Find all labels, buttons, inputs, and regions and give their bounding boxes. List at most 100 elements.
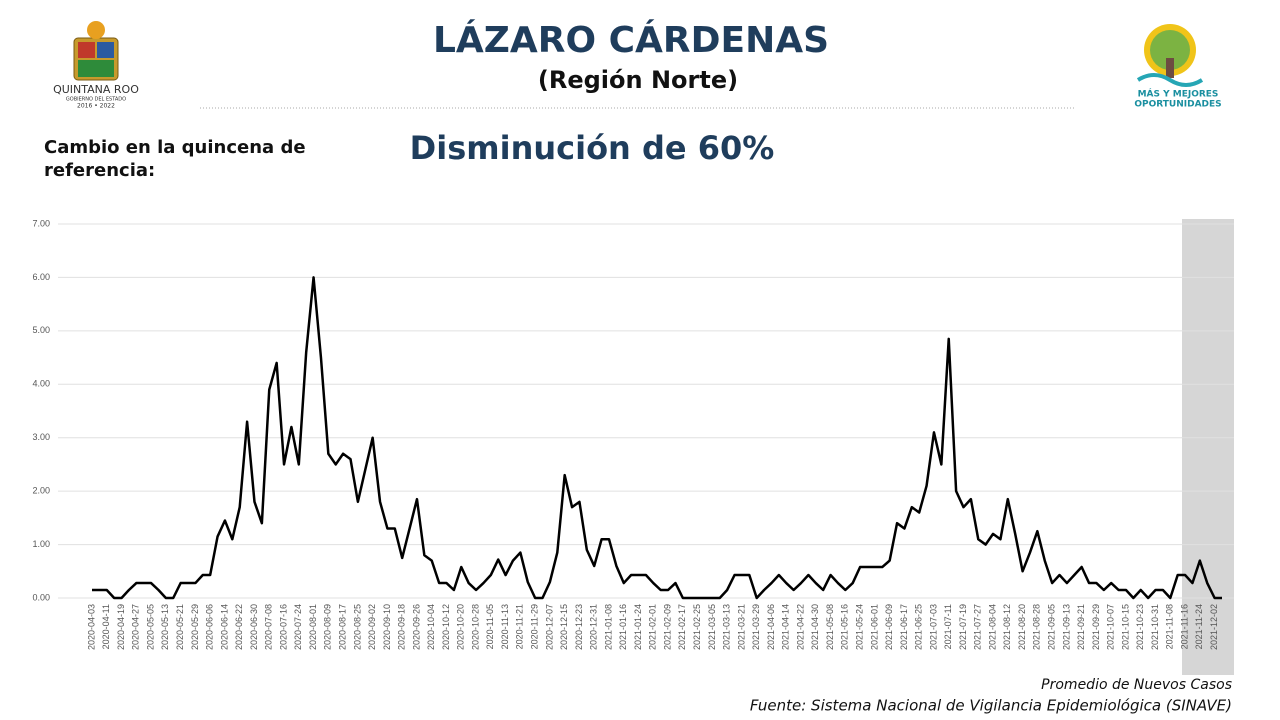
x-tick-label: 2021-11-08: [1165, 604, 1175, 649]
x-tick-label: 2021-03-21: [736, 604, 746, 650]
x-tick-label: 2021-01-08: [603, 604, 613, 650]
label: Cambio en la quincena de referencia:: [44, 137, 306, 181]
x-tick-label: 2020-08-17: [337, 604, 347, 650]
right-logo: MÁS Y MEJORES OPORTUNIDADES: [1134, 24, 1222, 110]
logo-line: OPORTUNIDADES: [1134, 100, 1221, 110]
x-tick-label: 2021-07-19: [958, 604, 968, 650]
x-tick-label: 2021-11-16: [1179, 604, 1189, 649]
x-tick-label: 2021-05-24: [854, 604, 864, 650]
y-tick-label: 2.00: [32, 486, 50, 496]
x-tick-label: 2020-12-31: [589, 604, 599, 650]
x-tick-label: 2021-03-29: [751, 604, 761, 650]
x-tick-label: 2021-07-11: [943, 604, 953, 649]
x-tick-label: 2021-08-12: [1002, 604, 1012, 650]
x-tick-label: 2021-01-16: [618, 604, 628, 650]
x-tick-label: 2020-06-30: [249, 604, 259, 650]
headline: Disminución de 60%: [410, 129, 775, 167]
x-tick-label: 2021-10-15: [1120, 604, 1130, 650]
x-tick-label: 2021-08-20: [1017, 604, 1027, 650]
x-tick-label: 2020-09-26: [411, 604, 421, 650]
x-tick-label: 2021-06-09: [884, 604, 894, 650]
x-tick-label: 2020-09-02: [367, 604, 377, 650]
x-tick-label: 2020-04-03: [86, 604, 96, 650]
x-tick-label: 2020-05-29: [190, 604, 200, 650]
x-tick-label: 2020-05-21: [175, 604, 185, 650]
x-tick-label: 2020-09-18: [397, 604, 407, 650]
x-tick-label: 2020-10-20: [456, 604, 466, 650]
x-tick-label: 2020-04-27: [131, 604, 141, 650]
label-box: Cambio en la quincena de referencia:: [44, 137, 306, 181]
x-tick-label: 2020-06-06: [205, 604, 215, 650]
x-tick-label: 2021-07-03: [928, 604, 938, 650]
plot: 0.00 1.00 2.00 3.00 4.00 5.00 6.00 7.00 2020-04-…: [32, 218, 1234, 650]
x-tick-label: 2021-04-06: [766, 604, 776, 650]
x-tick-label: 2020-10-04: [426, 604, 436, 650]
y-tick-label: 1.00: [32, 539, 50, 549]
x-tick-label: 2020-04-11: [101, 604, 111, 649]
x-tick-label: 2021-03-13: [722, 604, 732, 650]
x-tick-label: 2021-06-17: [899, 604, 909, 650]
x-tick-label: 2020-05-13: [160, 604, 170, 650]
x-tick-label: 2021-04-14: [781, 604, 791, 650]
x-tick-label: 2021-10-23: [1135, 604, 1145, 650]
source: Fuente: Sistema Nacional de Vigilancia E…: [750, 697, 1232, 715]
x-tick-label: 2021-05-16: [840, 604, 850, 650]
x-tick-label: 2020-10-28: [470, 604, 480, 650]
x-tick-label: 2020-11-13: [500, 604, 510, 649]
x-tick-label: 2020-12-15: [559, 604, 569, 650]
x-tick-label: 2020-08-01: [308, 604, 318, 650]
x-tick-label: 2020-11-29: [530, 604, 540, 649]
x-tick-label: 2020-08-09: [323, 604, 333, 650]
y-tick-label: 5.00: [32, 325, 50, 335]
x-tick-label: 2021-06-25: [914, 604, 924, 650]
x-tick-label: 2020-09-10: [382, 604, 392, 650]
x-tick-label: 2021-03-05: [707, 604, 717, 650]
left-logo: QUINTANA ROO GOBIERNO DEL ESTADO 2016 • …: [53, 21, 139, 110]
x-tick-label: 2020-06-14: [219, 604, 229, 650]
x-tick-label: 2020-11-21: [515, 604, 525, 649]
x-tick-label: 2020-07-16: [278, 604, 288, 650]
subtitle: (Región Norte): [538, 66, 738, 94]
x-tick-label: 2020-08-25: [352, 604, 362, 650]
logo-line: GOBIERNO DEL ESTADO: [66, 97, 126, 103]
x-tick-label: 2021-02-25: [692, 604, 702, 650]
x-tick-label: 2021-08-04: [987, 604, 997, 650]
x-tick-label: 2020-12-07: [544, 604, 554, 650]
x-tick-label: 2021-09-29: [1091, 604, 1101, 650]
x-tick-label: 2020-10-12: [441, 604, 451, 650]
x-tick-label: 2020-05-05: [145, 604, 155, 650]
x-tick-label: 2021-04-30: [810, 604, 820, 650]
data-line: [92, 276, 1222, 600]
title: LÁZARO CÁRDENAS: [433, 19, 829, 61]
y-tick-label: 6.00: [32, 272, 50, 282]
x-tick-label: 2021-12-02: [1209, 604, 1219, 650]
y-tick-label: 4.00: [32, 379, 50, 389]
logo-name: QUINTANA ROO: [53, 83, 139, 96]
x-tick-label: 2020-07-24: [293, 604, 303, 650]
x-tick-label: 2020-12-23: [574, 604, 584, 650]
x-tick-label: 2021-09-13: [1061, 604, 1071, 650]
y-tick-label: 3.00: [32, 432, 50, 442]
y-tick-label: 0.00: [32, 592, 50, 602]
x-tick-label: 2021-05-08: [825, 604, 835, 650]
x-tick-label: 2021-09-05: [1047, 604, 1057, 650]
logo-line: MÁS Y MEJORES: [1138, 88, 1219, 100]
logo-line: 2016 • 2022: [77, 103, 115, 110]
x-tick-label: 2021-02-01: [648, 604, 658, 650]
legend-entry: Promedio de Nuevos Casos: [1041, 677, 1232, 693]
x-tick-label: 2021-02-17: [677, 604, 687, 650]
x-tick-label: 2021-01-24: [633, 604, 643, 650]
x-tick-label: 2020-11-05: [485, 604, 495, 649]
highlight-band: [1182, 219, 1234, 675]
x-tick-label: 2021-09-21: [1076, 604, 1086, 650]
x-tick-label: 2020-06-22: [234, 604, 244, 650]
x-tick-label: 2020-04-19: [116, 604, 126, 650]
y-tick-label: 7.00: [32, 218, 50, 228]
x-tick-label: 2021-07-27: [973, 604, 983, 650]
x-tick-label: 2020-07-08: [264, 604, 274, 650]
x-tick-label: 2021-10-31: [1150, 604, 1160, 650]
x-tick-label: 2021-04-22: [795, 604, 805, 650]
x-tick-label: 2021-08-28: [1032, 604, 1042, 650]
